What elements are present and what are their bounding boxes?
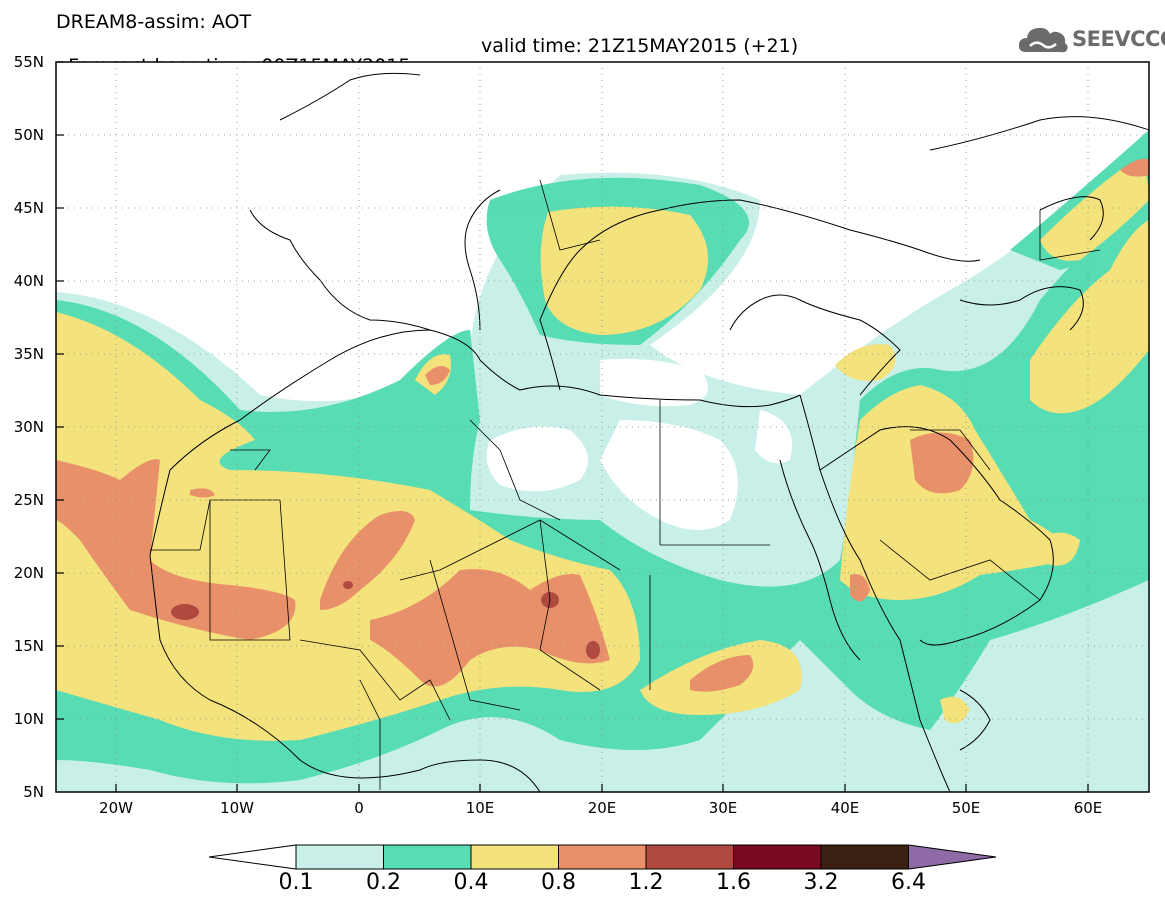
seevccc-logo: SEEVCCC [1016, 22, 1165, 56]
lat-label: 25N [13, 491, 44, 509]
axis-ticks [56, 61, 1089, 792]
lon-label: 30E [708, 799, 738, 817]
colorbar-bin-2 [383, 844, 472, 870]
colorbar-label: 1.6 [716, 870, 751, 895]
colorbar-label: 0.8 [541, 870, 576, 895]
lat-label: 40N [13, 272, 44, 290]
colorbar-label: 0.1 [278, 870, 314, 895]
map-title: DREAM8-assim: AOT [56, 11, 252, 33]
lon-label: 20W [99, 799, 133, 817]
lat-label: 20N [13, 564, 44, 582]
lat-label: 30N [13, 418, 44, 436]
lon-label: 60E [1073, 799, 1103, 817]
colorbar-bin-6 [733, 844, 822, 870]
lat-label: 10N [13, 710, 44, 728]
aot-band-low [486, 358, 792, 530]
lon-label: 20E [587, 799, 617, 817]
colorbar-bin-4 [558, 844, 647, 870]
colorbar-label: 6.4 [891, 870, 926, 895]
logo-text: SEEVCCC [1072, 27, 1165, 51]
borders [150, 179, 1101, 790]
lon-label: 40E [830, 799, 860, 817]
colorbar-label: 1.2 [628, 870, 664, 895]
colorbar-label: 0.2 [366, 870, 401, 895]
lon-label: 10E [465, 799, 495, 817]
colorbar-bin-3 [470, 844, 559, 870]
colorbar-bin-5 [645, 844, 734, 870]
graticule [56, 62, 1149, 792]
lat-label: 35N [13, 345, 44, 363]
coastlines [149, 72, 1149, 792]
cloud-icon [1018, 27, 1068, 53]
aot-field [56, 62, 1149, 792]
colorbar-bin-8 [908, 844, 997, 870]
lat-label: 15N [13, 637, 44, 655]
colorbar-bin-1 [295, 844, 384, 870]
lat-label: 55N [13, 53, 44, 71]
colorbar-bin-0 [208, 844, 297, 870]
lat-label: 5N [23, 783, 44, 801]
lon-label: 0 [354, 799, 364, 817]
lon-label: 10W [220, 799, 254, 817]
colorbar-label: 3.2 [803, 870, 839, 895]
colorbar-bin-7 [820, 844, 909, 870]
valid-time: valid time: 21Z15MAY2015 (+21) [481, 35, 799, 57]
lat-label: 45N [13, 199, 44, 217]
lon-label: 50E [951, 799, 981, 817]
colorbar-label: 0.4 [453, 870, 489, 895]
lat-label: 50N [13, 126, 44, 144]
colorbar [208, 844, 997, 870]
